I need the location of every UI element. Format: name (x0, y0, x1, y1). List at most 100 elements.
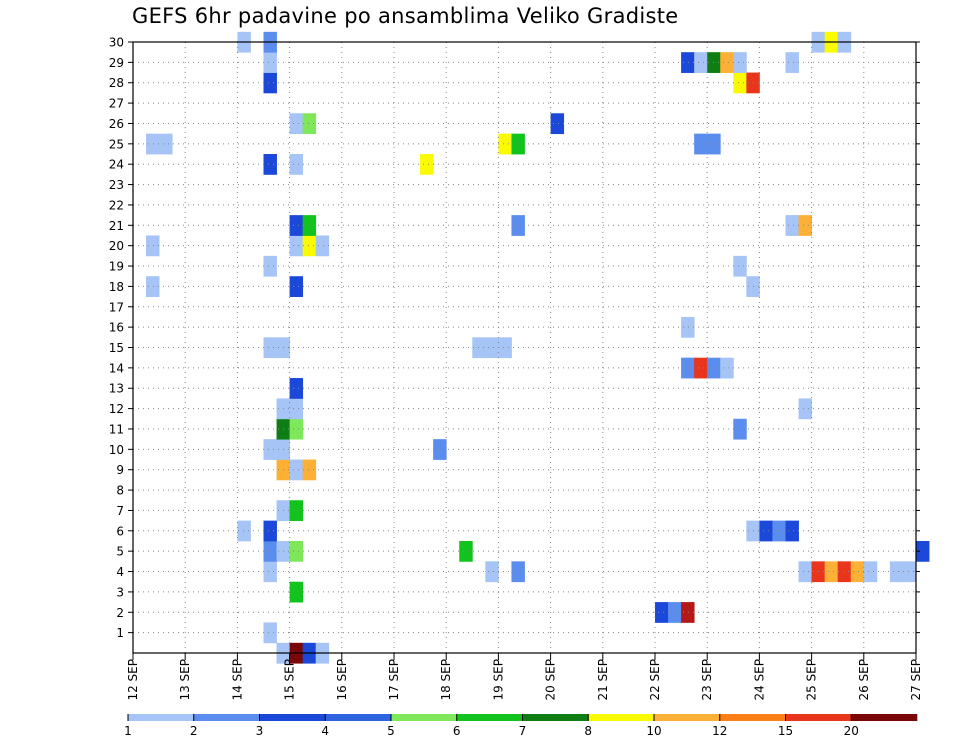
heatmap-cell (863, 561, 878, 583)
legend-swatch (588, 714, 655, 721)
heatmap-cell (263, 439, 277, 460)
heatmap-cell (289, 500, 304, 522)
heatmap-cell (733, 255, 747, 277)
y-tick-label: 20 (109, 239, 124, 253)
grid-layer (133, 41, 916, 653)
heatmap-cell (289, 235, 304, 257)
heatmap-cell (798, 561, 812, 583)
y-tick-label: 30 (109, 36, 124, 50)
heatmap-cell (289, 113, 304, 135)
heatmap-cell (733, 72, 747, 94)
x-tick-label: 27 SEP (909, 659, 923, 701)
heatmap-cell (681, 52, 695, 73)
heatmap-cell (159, 133, 173, 155)
x-tick-label: 15 SEP (283, 659, 297, 701)
heatmap-cell (146, 133, 160, 155)
legend-swatch (259, 714, 326, 721)
x-tick-label: 26 SEP (857, 659, 871, 701)
y-tick-label: 22 (109, 198, 124, 212)
legend-swatch (325, 714, 392, 721)
heatmap-cell (733, 418, 747, 440)
legend-swatch (719, 714, 786, 721)
heatmap-cell (550, 113, 565, 135)
axes-layer: 1234567891011121314151617181920212223242… (109, 36, 923, 701)
legend-layer: 1 2 3 4 5 6 7 8 10 12 15 20 (124, 714, 918, 738)
heatmap-cell (289, 581, 304, 603)
y-tick-label: 17 (109, 300, 124, 314)
heatmap-cell (289, 276, 304, 297)
heatmap-cell (889, 561, 904, 583)
heatmap-cell (720, 357, 734, 379)
y-tick-label: 29 (109, 56, 124, 70)
heatmap-cell (681, 602, 695, 623)
heatmap-cell (681, 357, 695, 379)
heatmap-cell (263, 622, 277, 644)
legend-swatch (785, 714, 852, 721)
y-tick-label: 11 (109, 422, 124, 436)
x-tick-label: 20 SEP (544, 659, 558, 701)
y-tick-label: 28 (109, 76, 124, 90)
heatmap-cell (785, 215, 799, 236)
heatmap-cell (785, 52, 799, 73)
y-tick-label: 8 (116, 484, 124, 498)
legend-label: 7 (519, 724, 527, 738)
heatmap-cell (263, 52, 277, 73)
y-tick-label: 10 (109, 443, 124, 457)
y-tick-label: 7 (116, 504, 124, 518)
y-tick-label: 24 (109, 158, 124, 172)
legend-swatch (654, 714, 721, 721)
y-tick-label: 1 (116, 626, 124, 640)
y-tick-label: 9 (116, 463, 124, 477)
heatmap-cell (420, 154, 434, 175)
y-tick-label: 19 (109, 260, 124, 274)
heatmap-cell (694, 357, 708, 379)
legend-swatch (128, 714, 195, 721)
heatmap-cell (916, 540, 930, 562)
y-tick-label: 3 (116, 585, 124, 599)
x-tick-label: 18 SEP (439, 659, 453, 701)
heatmap-cell (681, 316, 695, 338)
y-tick-label: 6 (116, 524, 124, 538)
heatmap-cell (785, 520, 799, 542)
heatmap-cell (655, 602, 669, 623)
x-tick-label: 16 SEP (335, 659, 349, 701)
x-tick-label: 22 SEP (648, 659, 662, 701)
legend-swatch (851, 714, 918, 721)
heatmap-cell (263, 540, 277, 562)
heatmap-cell (302, 459, 317, 481)
heatmap-cell (302, 235, 317, 257)
x-tick-label: 25 SEP (805, 659, 819, 701)
heatmap-cell (694, 133, 708, 155)
y-tick-label: 12 (109, 402, 124, 416)
chart-title: GEFS 6hr padavine po ansamblima Veliko G… (132, 4, 679, 28)
legend-swatch (522, 714, 589, 721)
legend-label: 15 (778, 724, 793, 738)
x-tick-label: 23 SEP (700, 659, 714, 701)
legend-label: 8 (584, 724, 592, 738)
legend-label: 10 (646, 724, 661, 738)
legend-label: 20 (844, 724, 859, 738)
x-tick-label: 14 SEP (230, 659, 244, 701)
heatmap-cell (485, 561, 499, 583)
legend-label: 4 (321, 724, 329, 738)
heatmap-cell (263, 561, 277, 583)
heatmap-cell (289, 459, 304, 481)
heatmap-cell (289, 540, 304, 562)
legend-label: 1 (124, 724, 132, 738)
heatmap-cell (694, 52, 708, 73)
heatmap-cell (263, 255, 277, 277)
y-tick-label: 4 (116, 565, 124, 579)
heatmap-cell (315, 235, 330, 257)
heatmap-cell (289, 378, 304, 399)
heatmap-cell (146, 276, 160, 297)
y-tick-label: 15 (109, 341, 124, 355)
heatmap-cell (485, 337, 499, 359)
heatmap-cell (289, 154, 304, 175)
legend-label: 2 (190, 724, 198, 738)
cells-layer (146, 31, 930, 664)
y-tick-label: 16 (109, 321, 124, 335)
heatmap-cell (472, 337, 486, 359)
heatmap-cell (720, 52, 734, 73)
legend-label: 3 (256, 724, 264, 738)
